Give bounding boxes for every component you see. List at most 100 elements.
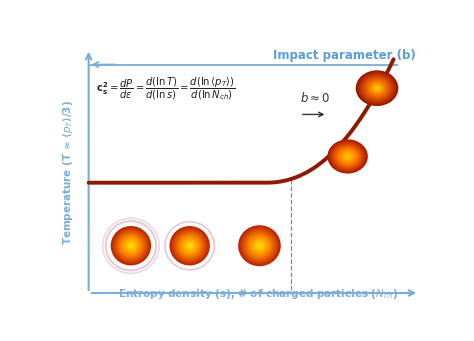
Ellipse shape	[374, 85, 381, 91]
Ellipse shape	[337, 148, 358, 165]
Ellipse shape	[248, 235, 271, 257]
Ellipse shape	[113, 228, 149, 264]
Ellipse shape	[179, 235, 201, 256]
Ellipse shape	[125, 240, 137, 252]
Ellipse shape	[238, 225, 281, 266]
Ellipse shape	[376, 87, 378, 89]
Ellipse shape	[335, 146, 360, 167]
Ellipse shape	[332, 143, 364, 170]
Ellipse shape	[362, 75, 392, 101]
Ellipse shape	[257, 244, 262, 248]
Ellipse shape	[172, 228, 208, 264]
Ellipse shape	[337, 147, 359, 166]
Ellipse shape	[334, 145, 361, 168]
Ellipse shape	[328, 139, 368, 174]
Ellipse shape	[117, 232, 145, 260]
Ellipse shape	[367, 80, 386, 96]
Ellipse shape	[364, 77, 390, 99]
Ellipse shape	[344, 153, 351, 159]
Ellipse shape	[116, 231, 146, 261]
Ellipse shape	[357, 71, 397, 105]
Ellipse shape	[122, 237, 140, 255]
Ellipse shape	[171, 227, 209, 264]
Ellipse shape	[119, 234, 143, 257]
Ellipse shape	[246, 234, 272, 258]
Ellipse shape	[341, 151, 355, 162]
Ellipse shape	[371, 83, 383, 93]
Ellipse shape	[328, 140, 367, 173]
Ellipse shape	[127, 242, 135, 250]
Ellipse shape	[187, 243, 193, 249]
Ellipse shape	[181, 237, 199, 255]
Ellipse shape	[182, 239, 197, 253]
Ellipse shape	[180, 236, 200, 255]
Ellipse shape	[240, 227, 279, 264]
Ellipse shape	[254, 241, 265, 251]
Ellipse shape	[333, 144, 362, 169]
Ellipse shape	[189, 245, 191, 247]
Ellipse shape	[184, 241, 195, 251]
Ellipse shape	[360, 74, 393, 102]
Ellipse shape	[369, 81, 385, 95]
Ellipse shape	[343, 153, 352, 160]
Ellipse shape	[186, 242, 194, 250]
Ellipse shape	[370, 82, 384, 94]
Ellipse shape	[363, 76, 391, 100]
Text: Entropy density (s), # of charged particles ($N_{ch}$): Entropy density (s), # of charged partic…	[118, 287, 398, 301]
Ellipse shape	[120, 235, 142, 256]
Ellipse shape	[356, 70, 398, 106]
Ellipse shape	[251, 238, 268, 254]
Ellipse shape	[253, 240, 266, 252]
Ellipse shape	[114, 229, 148, 263]
Ellipse shape	[242, 229, 276, 262]
Ellipse shape	[372, 84, 382, 92]
Text: Temperature (T ≈ ⟨$p_T$⟩/3): Temperature (T ≈ ⟨$p_T$⟩/3)	[62, 100, 75, 245]
Ellipse shape	[124, 239, 138, 253]
Ellipse shape	[342, 152, 353, 161]
Ellipse shape	[118, 233, 144, 258]
Ellipse shape	[128, 243, 134, 249]
Ellipse shape	[112, 227, 150, 264]
Ellipse shape	[175, 232, 204, 260]
Ellipse shape	[256, 243, 263, 249]
Ellipse shape	[246, 233, 273, 259]
Ellipse shape	[359, 73, 395, 103]
Ellipse shape	[173, 230, 206, 262]
Text: $b \approx 0$: $b \approx 0$	[300, 91, 330, 105]
Text: Impact parameter (b): Impact parameter (b)	[273, 49, 416, 62]
Ellipse shape	[182, 238, 198, 254]
Ellipse shape	[174, 231, 205, 261]
Ellipse shape	[252, 239, 267, 253]
Ellipse shape	[329, 141, 365, 172]
Ellipse shape	[245, 232, 274, 260]
Ellipse shape	[170, 226, 210, 265]
Ellipse shape	[130, 245, 132, 247]
Ellipse shape	[346, 155, 349, 158]
Ellipse shape	[129, 244, 133, 248]
Ellipse shape	[121, 236, 141, 255]
Ellipse shape	[346, 154, 350, 158]
Ellipse shape	[365, 78, 389, 98]
Ellipse shape	[188, 244, 191, 248]
Ellipse shape	[173, 229, 207, 263]
Text: $\mathbf{c_s^2}=\dfrac{dP}{d\varepsilon}=\dfrac{d(\ln T)}{d(\ln s)}=\dfrac{d(\ln: $\mathbf{c_s^2}=\dfrac{dP}{d\varepsilon}…	[96, 75, 236, 102]
Ellipse shape	[123, 238, 139, 254]
Ellipse shape	[239, 226, 280, 265]
Ellipse shape	[126, 241, 136, 251]
Ellipse shape	[340, 150, 356, 163]
Ellipse shape	[176, 233, 203, 258]
Ellipse shape	[366, 79, 388, 97]
Ellipse shape	[338, 149, 356, 164]
Ellipse shape	[358, 72, 396, 104]
Ellipse shape	[115, 230, 147, 262]
Ellipse shape	[258, 245, 261, 247]
Ellipse shape	[178, 234, 202, 257]
Ellipse shape	[255, 242, 264, 250]
Ellipse shape	[241, 228, 278, 263]
Ellipse shape	[183, 240, 196, 252]
Ellipse shape	[249, 236, 270, 256]
Ellipse shape	[331, 142, 365, 171]
Ellipse shape	[250, 237, 269, 255]
Ellipse shape	[244, 231, 275, 261]
Ellipse shape	[374, 86, 379, 90]
